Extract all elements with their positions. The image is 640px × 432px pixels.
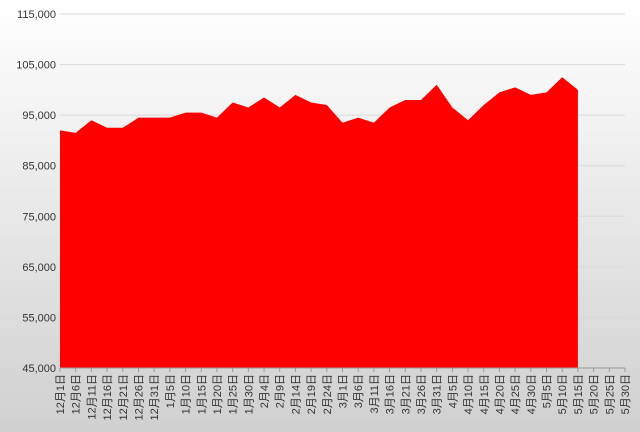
x-tick-label: 1月25日 xyxy=(228,374,240,414)
x-tick-label: 3月31日 xyxy=(432,374,444,414)
x-tick-label: 1月5日 xyxy=(165,374,177,408)
x-tick-label: 4月15日 xyxy=(479,374,491,414)
x-tick-label: 1月20日 xyxy=(212,374,224,414)
x-tick-label: 3月1日 xyxy=(338,374,350,408)
x-tick-label: 12月16日 xyxy=(102,374,114,420)
area xyxy=(60,77,578,368)
x-tick-label: 5月5日 xyxy=(542,374,554,408)
y-tick-label: 105,000 xyxy=(16,60,56,72)
x-tick-label: 4月30日 xyxy=(526,374,538,414)
x-tick-label: 5月15日 xyxy=(573,374,585,414)
x-tick-label: 4月5日 xyxy=(447,374,459,408)
x-tick-label: 5月30日 xyxy=(620,374,632,414)
x-tick-label: 4月20日 xyxy=(494,374,506,414)
x-tick-label: 12月31日 xyxy=(149,374,161,420)
x-tick-label: 1月15日 xyxy=(196,374,208,414)
x-tick-label: 3月16日 xyxy=(385,374,397,414)
x-tick-label: 4月25日 xyxy=(510,374,522,414)
x-tick-label: 2月24日 xyxy=(322,374,334,414)
x-tick-label: 2月19日 xyxy=(306,374,318,414)
x-tick-label: 3月11日 xyxy=(369,374,381,414)
y-tick-label: 55,000 xyxy=(22,312,56,324)
x-tick-label: 12月26日 xyxy=(133,374,145,420)
x-tick-label: 2月4日 xyxy=(259,374,271,408)
x-tick-label: 12月6日 xyxy=(71,374,83,414)
y-tick-label: 95,000 xyxy=(22,110,56,122)
x-tick-label: 5月10日 xyxy=(557,374,569,414)
x-tick-label: 3月6日 xyxy=(353,374,365,408)
x-tick-label: 12月1日 xyxy=(55,374,67,414)
x-tick-label: 5月25日 xyxy=(604,374,616,414)
x-tick-label: 1月10日 xyxy=(181,374,193,414)
x-tick-label: 3月26日 xyxy=(416,374,428,414)
x-tick-label: 1月30日 xyxy=(243,374,255,414)
y-tick-label: 85,000 xyxy=(22,161,56,173)
y-tick-label: 75,000 xyxy=(22,211,56,223)
x-tick-label: 2月9日 xyxy=(275,374,287,408)
x-tick-label: 12月21日 xyxy=(118,374,130,420)
y-tick-label: 115,000 xyxy=(17,9,56,21)
x-tick-label: 2月14日 xyxy=(290,374,302,414)
y-tick-label: 65,000 xyxy=(22,262,56,274)
x-tick-label: 4月10日 xyxy=(463,374,475,414)
x-tick-label: 12月11日 xyxy=(86,374,98,420)
x-tick-label: 3月21日 xyxy=(400,374,412,414)
y-tick-label: 45,000 xyxy=(22,363,56,375)
x-tick-label: 5月20日 xyxy=(589,374,601,414)
